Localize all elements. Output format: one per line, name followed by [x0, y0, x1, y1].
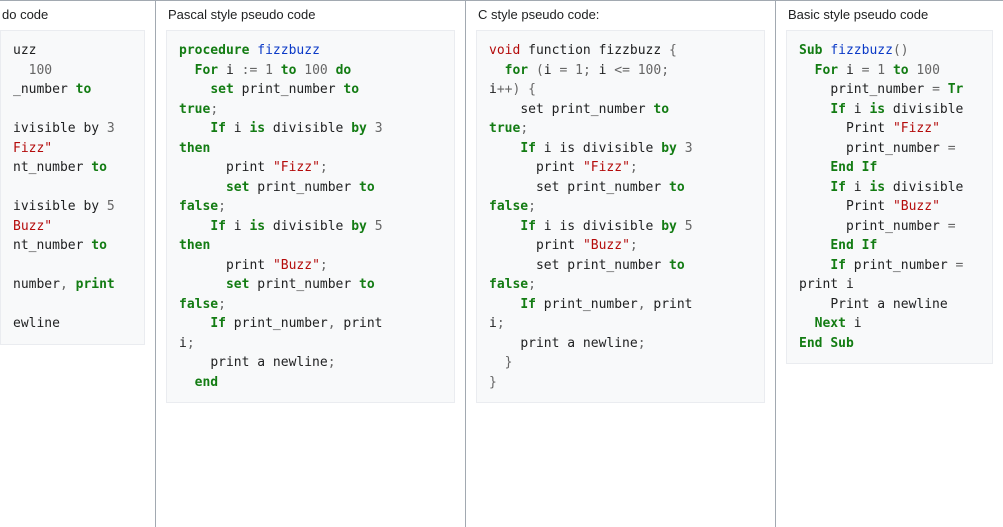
column-fortran-style: do code uzz 100 _number to ivisible by 3… — [0, 0, 155, 527]
code-block: Sub fizzbuzz() For i = 1 to 100 print_nu… — [786, 30, 993, 364]
columns-wrapper: do code uzz 100 _number to ivisible by 3… — [0, 0, 1003, 527]
column-title: Pascal style pseudo code — [166, 7, 455, 22]
column-title: do code — [0, 7, 145, 22]
column-title: Basic style pseudo code — [786, 7, 993, 22]
column-basic-style: Basic style pseudo code Sub fizzbuzz() F… — [775, 0, 1003, 527]
column-title: C style pseudo code: — [476, 7, 765, 22]
code-block: uzz 100 _number to ivisible by 3 Fizz" n… — [0, 30, 145, 345]
column-pascal-style: Pascal style pseudo code procedure fizzb… — [155, 0, 465, 527]
code-block: procedure fizzbuzz For i := 1 to 100 do … — [166, 30, 455, 403]
column-c-style: C style pseudo code: void function fizzb… — [465, 0, 775, 527]
code-block: void function fizzbuzz { for (i = 1; i <… — [476, 30, 765, 403]
